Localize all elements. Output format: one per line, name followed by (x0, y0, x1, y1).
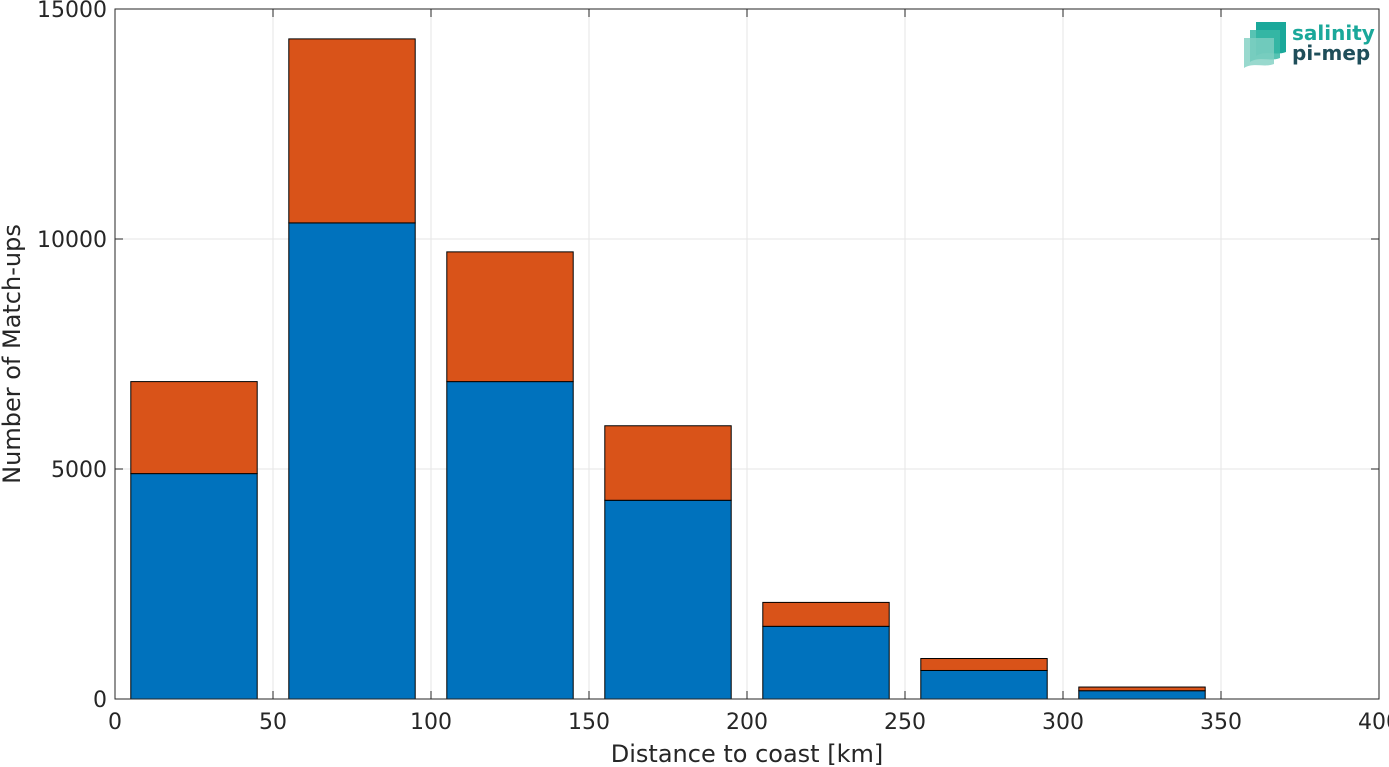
x-tick-label: 50 (259, 710, 287, 735)
x-tick-label: 0 (108, 710, 122, 735)
logo-text-pimep: pi-mep (1292, 41, 1370, 65)
bar-series-2-bin-5 (762, 601, 890, 627)
x-tick-label: 250 (884, 710, 926, 735)
y-tick-label: 0 (93, 688, 107, 713)
bar-series-1-bin-2 (288, 222, 416, 700)
bar-series-2-bin-6 (920, 658, 1048, 671)
bar-series-2-bin-1 (130, 381, 258, 475)
y-tick-label: 5000 (51, 458, 107, 483)
x-tick-label: 400 (1358, 710, 1389, 735)
x-tick-label: 300 (1042, 710, 1084, 735)
bar-series-1-bin-6 (920, 669, 1048, 700)
bar-series-2-bin-7 (1078, 686, 1206, 692)
wave-layers-icon (1244, 22, 1286, 68)
bar-series-2-bin-3 (446, 251, 574, 383)
salinity-pimep-logo: salinity pi-mep (1244, 21, 1375, 68)
x-tick-label: 100 (410, 710, 452, 735)
x-tick-label: 150 (568, 710, 610, 735)
bar-series-1-bin-4 (604, 499, 732, 700)
x-tick-label: 200 (726, 710, 768, 735)
bar-series-1-bin-7 (1078, 690, 1206, 700)
y-tick-label: 10000 (37, 228, 107, 253)
bar-series-1-bin-1 (130, 473, 258, 700)
x-tick-labels: 0 50 100 150 200 250 300 350 400 (108, 710, 1389, 735)
bar-series-1-bin-3 (446, 381, 574, 700)
bars (130, 38, 1206, 700)
logo-text-salinity: salinity (1292, 21, 1375, 45)
bar-series-1-bin-5 (762, 625, 890, 700)
ticks (114, 8, 1380, 700)
bar-series-2-bin-2 (288, 38, 416, 224)
y-axis-title: Number of Match-ups (0, 224, 26, 484)
bar-series-2-bin-4 (604, 425, 732, 501)
x-tick-label: 350 (1200, 710, 1242, 735)
y-tick-label: 15000 (37, 0, 107, 23)
y-tick-labels: 0 5000 10000 15000 (37, 0, 107, 713)
x-axis-title: Distance to coast [km] (611, 740, 883, 767)
